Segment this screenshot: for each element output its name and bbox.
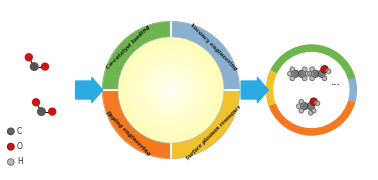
Text: Co-catalyst loading: Co-catalyst loading xyxy=(105,24,151,70)
Circle shape xyxy=(298,70,305,77)
Circle shape xyxy=(290,67,294,71)
Circle shape xyxy=(155,74,187,106)
Circle shape xyxy=(170,89,172,91)
Text: Doping engineering: Doping engineering xyxy=(105,109,152,156)
Circle shape xyxy=(42,63,48,70)
Circle shape xyxy=(311,70,319,77)
Circle shape xyxy=(311,109,316,113)
Circle shape xyxy=(149,68,194,112)
Text: ...: ... xyxy=(330,78,340,87)
Circle shape xyxy=(147,66,195,114)
FancyArrow shape xyxy=(76,77,102,103)
Circle shape xyxy=(136,55,206,125)
Circle shape xyxy=(38,108,45,115)
Wedge shape xyxy=(266,71,277,105)
Circle shape xyxy=(274,53,349,127)
Wedge shape xyxy=(171,22,239,90)
Circle shape xyxy=(131,50,211,130)
Circle shape xyxy=(8,159,14,165)
Circle shape xyxy=(290,76,294,81)
Circle shape xyxy=(310,76,314,81)
Circle shape xyxy=(162,81,180,99)
Circle shape xyxy=(288,71,292,76)
Circle shape xyxy=(126,45,216,135)
Circle shape xyxy=(159,78,183,102)
Circle shape xyxy=(144,64,198,117)
Circle shape xyxy=(122,41,220,139)
Circle shape xyxy=(119,38,223,142)
Circle shape xyxy=(123,42,219,138)
Circle shape xyxy=(142,61,200,119)
Circle shape xyxy=(167,86,175,94)
Circle shape xyxy=(326,69,331,74)
Wedge shape xyxy=(268,45,355,80)
Circle shape xyxy=(150,69,192,111)
Circle shape xyxy=(164,83,178,97)
Circle shape xyxy=(154,73,188,107)
Circle shape xyxy=(296,104,301,109)
Circle shape xyxy=(308,111,313,115)
Circle shape xyxy=(156,75,186,105)
Circle shape xyxy=(166,85,176,95)
Wedge shape xyxy=(347,78,356,102)
Circle shape xyxy=(322,76,327,81)
Circle shape xyxy=(146,65,196,115)
Circle shape xyxy=(315,101,320,106)
Circle shape xyxy=(133,51,209,129)
Circle shape xyxy=(310,98,317,105)
Circle shape xyxy=(49,108,56,115)
Text: H: H xyxy=(17,158,23,166)
Text: Surface plasmon resonance: Surface plasmon resonance xyxy=(186,105,242,161)
Circle shape xyxy=(138,57,204,123)
Circle shape xyxy=(8,143,14,150)
Circle shape xyxy=(152,71,190,109)
Circle shape xyxy=(302,67,307,71)
Text: Vacancy engineering: Vacancy engineering xyxy=(189,22,239,71)
Circle shape xyxy=(139,58,203,122)
Circle shape xyxy=(134,53,208,127)
FancyArrow shape xyxy=(241,77,268,103)
Circle shape xyxy=(302,76,307,81)
Circle shape xyxy=(124,44,217,136)
Circle shape xyxy=(305,71,310,76)
Wedge shape xyxy=(102,22,171,90)
Circle shape xyxy=(310,67,314,71)
Text: C: C xyxy=(17,127,22,136)
Circle shape xyxy=(129,48,214,132)
Circle shape xyxy=(321,66,328,73)
Wedge shape xyxy=(171,90,239,158)
Circle shape xyxy=(299,99,304,104)
Circle shape xyxy=(130,49,212,131)
Circle shape xyxy=(301,103,308,110)
Circle shape xyxy=(307,71,312,76)
Circle shape xyxy=(127,46,215,134)
Circle shape xyxy=(168,87,174,93)
Circle shape xyxy=(25,54,32,61)
Circle shape xyxy=(121,40,222,140)
Circle shape xyxy=(30,63,38,70)
Circle shape xyxy=(151,70,191,110)
Circle shape xyxy=(143,62,199,118)
Circle shape xyxy=(299,109,304,113)
Circle shape xyxy=(318,70,325,77)
Circle shape xyxy=(158,77,184,103)
Wedge shape xyxy=(102,90,171,158)
Circle shape xyxy=(141,59,201,121)
Circle shape xyxy=(163,82,179,98)
Circle shape xyxy=(160,79,181,101)
Text: O: O xyxy=(17,142,23,151)
Circle shape xyxy=(33,99,39,106)
Circle shape xyxy=(8,128,14,135)
Circle shape xyxy=(135,54,207,126)
Circle shape xyxy=(307,103,314,110)
Circle shape xyxy=(118,37,224,143)
Circle shape xyxy=(292,70,299,77)
Wedge shape xyxy=(268,100,355,135)
